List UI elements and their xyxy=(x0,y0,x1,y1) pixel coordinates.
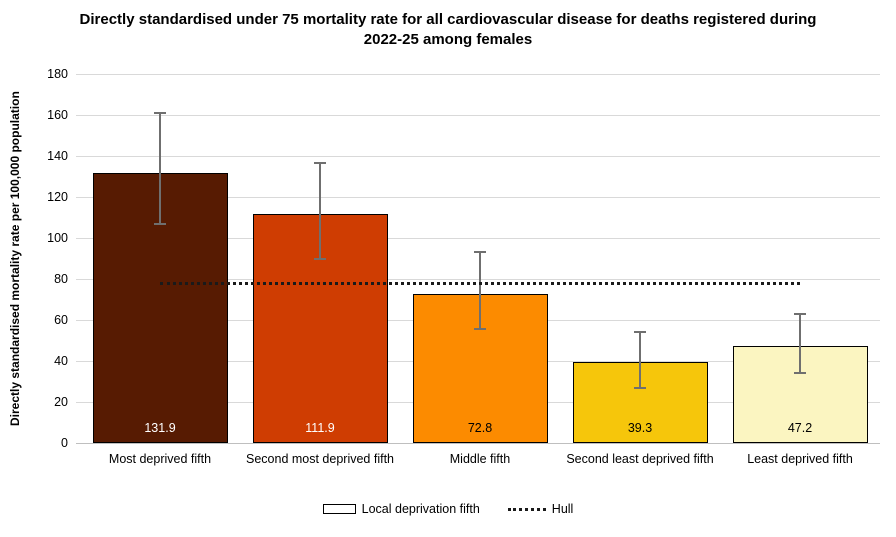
error-bar-cap-bottom xyxy=(474,328,486,331)
error-bar-cap-top xyxy=(474,251,486,254)
error-bar-cap-bottom xyxy=(314,257,326,260)
gridline xyxy=(76,237,880,239)
bar-value-label: 47.2 xyxy=(787,421,813,435)
error-bar-line xyxy=(639,332,641,388)
error-bar-line xyxy=(319,163,321,259)
x-axis-category-label: Second most deprived fifth xyxy=(246,452,394,466)
legend-label-hull: Hull xyxy=(551,502,574,516)
hull-reference-line xyxy=(160,282,800,285)
error-bar-cap-top xyxy=(154,111,166,114)
plot-area: 131.9 111.9 72.8 39.3 47.2 xyxy=(76,73,880,444)
legend-item-deprivation: Local deprivation fifth xyxy=(322,502,480,516)
legend-label-deprivation: Local deprivation fifth xyxy=(361,502,480,516)
error-bar-cap-bottom xyxy=(794,372,806,375)
x-axis-category-label: Second least deprived fifth xyxy=(566,452,714,466)
bar-value-label: 39.3 xyxy=(627,421,653,435)
error-bar-line xyxy=(159,112,161,224)
error-bar-line xyxy=(799,313,801,374)
gridline xyxy=(76,114,880,116)
x-axis-category-label: Most deprived fifth xyxy=(108,452,212,466)
error-bar-line xyxy=(479,252,481,330)
bar-swatch-icon xyxy=(322,504,356,514)
bar-value-label: 111.9 xyxy=(305,421,335,435)
dotted-line-icon xyxy=(507,507,546,511)
bar-value-label: 72.8 xyxy=(467,421,493,435)
error-bar-cap-bottom xyxy=(154,222,166,225)
gridline xyxy=(76,278,880,280)
error-bar-cap-bottom xyxy=(634,386,646,389)
chart-title: Directly standardised under 75 mortality… xyxy=(79,11,817,49)
gridline xyxy=(76,196,880,198)
x-axis-category-label: Least deprived fifth xyxy=(747,452,853,466)
x-axis-category-label: Middle fifth xyxy=(449,452,511,466)
x-axis-line xyxy=(76,442,880,444)
error-bar-cap-top xyxy=(634,331,646,334)
gridline xyxy=(76,155,880,157)
error-bar-cap-top xyxy=(314,162,326,165)
bar-value-label: 131.9 xyxy=(144,421,176,435)
legend: Local deprivation fifth Hull xyxy=(0,502,896,516)
gridline xyxy=(76,73,880,75)
error-bar-cap-top xyxy=(794,312,806,315)
legend-item-hull: Hull xyxy=(507,502,574,516)
y-axis-title: Directly standardised mortality rate per… xyxy=(8,91,22,426)
